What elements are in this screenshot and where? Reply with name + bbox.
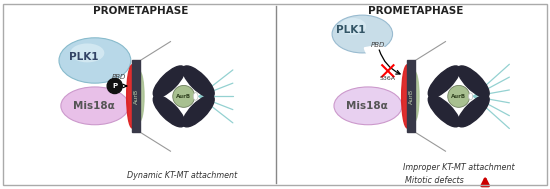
Wedge shape	[365, 45, 392, 60]
Ellipse shape	[61, 87, 129, 125]
Ellipse shape	[153, 66, 185, 98]
Ellipse shape	[340, 18, 366, 35]
Text: PBD: PBD	[111, 74, 126, 80]
Text: Mitotic defects: Mitotic defects	[405, 176, 464, 185]
FancyBboxPatch shape	[407, 60, 415, 132]
Circle shape	[173, 85, 195, 107]
Ellipse shape	[469, 93, 472, 100]
Ellipse shape	[428, 95, 460, 127]
Text: AurB: AurB	[451, 94, 466, 99]
Text: PLK1: PLK1	[336, 25, 366, 35]
Text: S36A: S36A	[380, 76, 396, 81]
Text: AurB: AurB	[409, 89, 414, 104]
Ellipse shape	[59, 38, 131, 83]
Text: PROMETAPHASE: PROMETAPHASE	[367, 6, 463, 16]
Ellipse shape	[183, 66, 214, 98]
Circle shape	[107, 78, 122, 94]
Ellipse shape	[458, 66, 489, 98]
Ellipse shape	[428, 66, 460, 98]
Ellipse shape	[334, 87, 402, 125]
Ellipse shape	[458, 95, 489, 127]
Text: Mis18α: Mis18α	[73, 101, 115, 111]
Ellipse shape	[410, 71, 419, 122]
Ellipse shape	[183, 95, 214, 127]
Text: PLK1: PLK1	[69, 52, 98, 62]
Text: Mis18α: Mis18α	[346, 101, 388, 111]
Ellipse shape	[135, 71, 144, 122]
Text: P: P	[112, 83, 117, 89]
Ellipse shape	[193, 93, 198, 100]
Text: AurB: AurB	[176, 94, 191, 99]
Circle shape	[448, 85, 470, 107]
Text: PBD: PBD	[371, 42, 386, 48]
Ellipse shape	[332, 15, 393, 53]
Ellipse shape	[70, 43, 104, 62]
Text: Dynamic KT-MT attachment: Dynamic KT-MT attachment	[126, 171, 237, 180]
Text: PROMETAPHASE: PROMETAPHASE	[92, 6, 188, 16]
Text: Improper KT-MT attachment: Improper KT-MT attachment	[403, 163, 515, 172]
Ellipse shape	[402, 65, 413, 128]
FancyBboxPatch shape	[132, 60, 140, 132]
Ellipse shape	[126, 65, 138, 128]
Ellipse shape	[153, 95, 185, 127]
Text: AurB: AurB	[134, 89, 139, 104]
